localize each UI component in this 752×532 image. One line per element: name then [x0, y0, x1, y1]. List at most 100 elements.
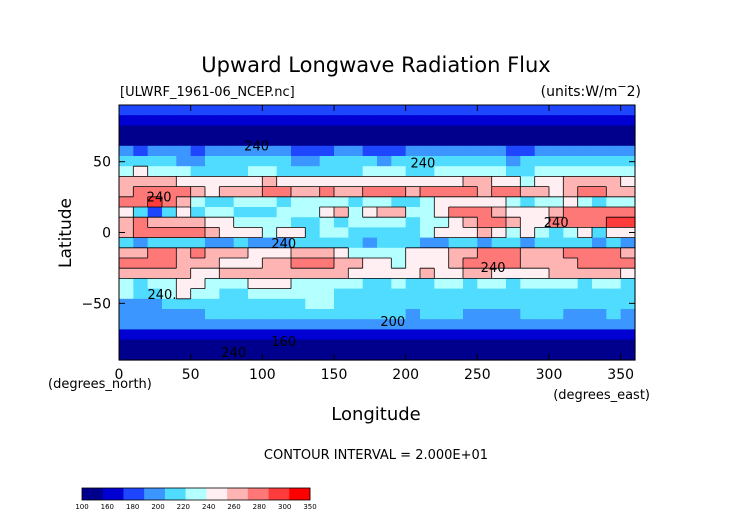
heatmap-cell — [405, 329, 421, 341]
heatmap-cell — [463, 125, 478, 137]
heatmap-cell — [176, 319, 192, 330]
heatmap-cell — [219, 339, 235, 351]
heatmap-cell — [133, 135, 149, 147]
heatmap-cell — [190, 258, 206, 269]
heatmap-cell — [348, 125, 364, 137]
heatmap-cell — [448, 105, 464, 116]
heatmap-cell — [147, 268, 163, 279]
heatmap-cell — [276, 217, 292, 228]
heatmap-cell — [233, 349, 249, 361]
heatmap-cell — [477, 217, 493, 228]
heatmap-cell — [520, 135, 536, 147]
heatmap-cell — [248, 105, 263, 116]
heatmap-cell — [334, 156, 349, 167]
heatmap-cell — [477, 349, 493, 361]
heatmap-cell — [233, 247, 249, 259]
heatmap-cell — [434, 319, 450, 330]
heatmap-cell — [377, 115, 392, 126]
heatmap-cell — [434, 309, 450, 320]
heatmap-cell — [276, 268, 292, 279]
heatmap-cell — [162, 135, 177, 147]
x-units-label: (degrees_east) — [553, 388, 650, 403]
heatmap-cell — [620, 349, 636, 361]
heatmap-cell — [448, 258, 464, 269]
heatmap-cell — [463, 135, 478, 147]
heatmap-cell — [305, 319, 321, 330]
heatmap-cell — [147, 237, 163, 249]
heatmap-cell — [276, 115, 292, 126]
heatmap-cell — [190, 166, 206, 177]
heatmap-cell — [305, 176, 321, 188]
heatmap-cell — [119, 186, 134, 198]
heatmap-cell — [549, 298, 564, 310]
heatmap-cell — [420, 288, 435, 300]
heatmap-cell — [305, 349, 321, 361]
heatmap-cell — [520, 288, 536, 300]
heatmap-cell — [377, 298, 392, 310]
heatmap-cell — [362, 349, 378, 361]
heatmap-cell — [620, 288, 636, 300]
heatmap-cell — [291, 135, 306, 147]
heatmap-cell — [119, 227, 134, 239]
heatmap-cell — [176, 166, 192, 177]
heatmap-cell — [362, 309, 378, 320]
heatmap-cell — [434, 349, 450, 361]
heatmap-cell — [348, 329, 364, 341]
heatmap-cell — [534, 298, 550, 310]
heatmap-cell — [362, 156, 378, 167]
heatmap-cell — [348, 349, 364, 361]
heatmap-cell — [577, 156, 593, 167]
heatmap-cell — [362, 207, 378, 218]
heatmap-cell — [362, 319, 378, 330]
heatmap-cell — [520, 237, 536, 249]
heatmap-cell — [520, 125, 536, 137]
heatmap-cell — [563, 115, 579, 126]
heatmap-cell — [506, 298, 521, 310]
heatmap-cell — [319, 186, 335, 198]
heatmap-cell — [362, 329, 378, 341]
heatmap-cell — [420, 349, 435, 361]
heatmap-cell — [319, 258, 335, 269]
heatmap-cell — [291, 288, 306, 300]
heatmap-cell — [276, 237, 292, 249]
heatmap-cell — [405, 258, 421, 269]
heatmap-cell — [276, 319, 292, 330]
heatmap-cell — [291, 105, 306, 116]
heatmap-cell — [334, 278, 349, 290]
heatmap-cell — [391, 186, 407, 198]
heatmap-cell — [162, 166, 177, 177]
heatmap-cell — [248, 237, 263, 249]
heatmap-cell — [491, 176, 507, 188]
heatmap-cell — [205, 217, 220, 228]
heatmap-cell — [463, 339, 478, 351]
heatmap-cell — [147, 217, 163, 228]
heatmap-cell — [448, 247, 464, 259]
heatmap-cell — [477, 309, 493, 320]
heatmap-cell — [434, 145, 450, 157]
heatmap-cell — [434, 125, 450, 137]
heatmap-cell — [133, 166, 149, 177]
heatmap-cell — [291, 166, 306, 177]
heatmap-cell — [506, 145, 521, 157]
contour-label: 240 — [544, 216, 569, 231]
heatmap-cell — [205, 278, 220, 290]
colorbar-swatch — [206, 488, 228, 500]
heatmap-cell — [276, 156, 292, 167]
heatmap-cell — [420, 105, 435, 116]
heatmap-cell — [577, 309, 593, 320]
heatmap-cell — [534, 288, 550, 300]
heatmap-cell — [176, 268, 192, 279]
heatmap-cell — [219, 298, 235, 310]
heatmap-cell — [119, 166, 134, 177]
heatmap-cell — [219, 166, 235, 177]
heatmap-cell — [133, 309, 149, 320]
heatmap-cell — [147, 176, 163, 188]
heatmap-cell — [563, 217, 579, 228]
heatmap-cell — [147, 166, 163, 177]
heatmap-cell — [276, 329, 292, 341]
contour-label: 240 — [244, 139, 269, 154]
heatmap-cell — [334, 309, 349, 320]
heatmap-cell — [377, 339, 392, 351]
heatmap-cell — [391, 135, 407, 147]
heatmap-cell — [534, 217, 550, 228]
